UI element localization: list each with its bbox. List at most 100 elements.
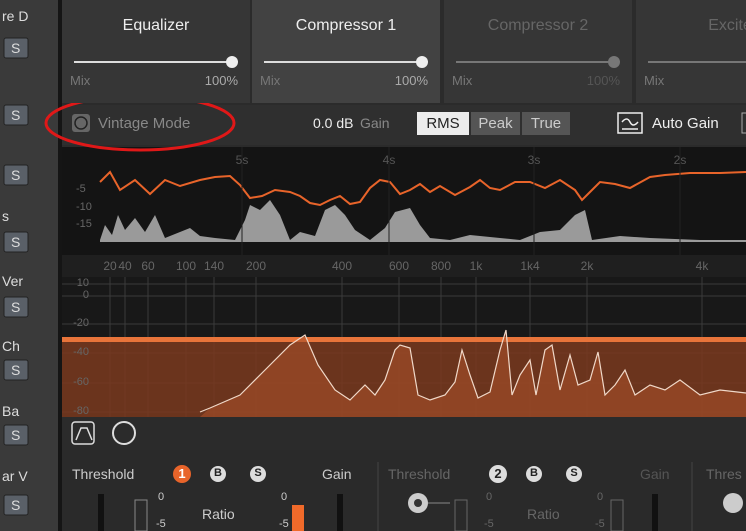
scale: 0 (158, 491, 165, 503)
freq-label: 800 (430, 259, 452, 273)
solo-button[interactable] (3, 164, 29, 186)
mix-label: Mix (452, 73, 473, 88)
mix-knob (226, 56, 238, 68)
mix-value: 100% (204, 73, 238, 88)
vintage-mode[interactable]: Vintage Mode (98, 115, 191, 132)
view-icon-glyph (75, 427, 93, 441)
tab-title[interactable]: Compressor 2 (487, 17, 589, 34)
freq-label: 600 (388, 259, 410, 273)
view-icon[interactable] (71, 421, 95, 445)
solo-label: S (11, 167, 21, 183)
mode-button[interactable] (417, 112, 469, 135)
gain-fader[interactable] (652, 494, 658, 531)
band-panel (62, 450, 746, 531)
band-number[interactable]: 1 (178, 466, 186, 481)
scale: 0 (281, 491, 288, 503)
mode-button[interactable] (522, 112, 570, 135)
spectrum-fill (62, 330, 746, 417)
mode-button[interactable] (471, 112, 520, 135)
mix-label: Mix (70, 73, 91, 88)
mode-label[interactable]: Peak (478, 115, 513, 132)
freq-label: 1k4 (520, 259, 540, 273)
mode-label[interactable]: True (530, 115, 562, 132)
spectrum-curve (199, 329, 746, 413)
freq-label: 400 (331, 259, 353, 273)
cut-button[interactable] (741, 112, 746, 134)
mix-value: 100% (394, 73, 428, 88)
gain-meter (610, 499, 624, 531)
solo-button[interactable] (3, 296, 29, 318)
scale: -5 (156, 518, 166, 530)
tab[interactable] (252, 0, 440, 103)
mode-label[interactable]: RMS (426, 115, 460, 132)
threshold-meter (454, 499, 468, 531)
tab-title[interactable]: Equalizer (122, 17, 190, 34)
band-number-bg (173, 465, 191, 483)
threshold-label: Threshold (72, 466, 135, 482)
freq-axis-bg (62, 255, 746, 277)
solo-button[interactable] (3, 359, 29, 381)
bypass[interactable]: B (214, 467, 222, 479)
scale: -5 (484, 518, 494, 530)
sidechain-icon[interactable] (112, 421, 136, 445)
solo-bg (250, 466, 266, 482)
freq-label: 100 (175, 259, 197, 273)
band-solo[interactable]: S (570, 467, 578, 479)
scale: 0 (597, 491, 604, 503)
band-solo[interactable]: S (254, 467, 262, 479)
auto-gain[interactable]: Auto Gain (652, 115, 719, 132)
track-name: Ver (2, 273, 24, 289)
level-label: -5 (76, 183, 86, 195)
tab[interactable] (444, 0, 632, 103)
solo-button[interactable] (3, 37, 29, 59)
tab[interactable] (62, 0, 250, 103)
scale: 0 (486, 491, 493, 503)
track-name: Ch (2, 338, 20, 354)
solo-label: S (11, 107, 21, 123)
bypass-bg (210, 466, 226, 482)
tab-title[interactable]: Compressor 1 (295, 17, 397, 34)
solo-label: S (11, 299, 21, 315)
gain-label: Gain (322, 466, 352, 482)
gain-fader[interactable] (337, 494, 343, 531)
threshold-label: Threshold (388, 466, 451, 482)
ratio-label: Ratio (527, 506, 560, 522)
tab-title[interactable]: Excite (708, 17, 746, 34)
solo-button[interactable] (3, 424, 29, 446)
freq-label: 4k (695, 259, 709, 273)
gain-value: 0.0 dB (313, 115, 354, 131)
track-name: Ba (2, 403, 20, 419)
threshold-fader[interactable] (98, 494, 104, 531)
band-number[interactable]: 2 (494, 466, 502, 481)
mix-knob (416, 56, 428, 68)
solo-label: S (11, 427, 21, 443)
tab[interactable] (636, 0, 746, 103)
level-label: -80 (73, 405, 89, 417)
gain-meter (292, 505, 304, 531)
threshold-knob[interactable] (723, 493, 743, 513)
track-strip (0, 0, 58, 531)
freq-label: 20 (103, 259, 117, 273)
separator (58, 0, 62, 531)
solo-button[interactable] (3, 494, 29, 516)
solo-label: S (11, 497, 21, 513)
mix-knob (608, 56, 620, 68)
freq-label: 1k (469, 259, 483, 273)
solo-label: S (11, 234, 21, 250)
level-label: 0 (82, 289, 89, 301)
solo-label: S (11, 40, 21, 56)
level-label: -10 (76, 201, 92, 213)
solo-button[interactable] (3, 104, 29, 126)
bypass[interactable]: B (530, 467, 538, 479)
auto-gain-icon[interactable] (617, 112, 643, 134)
band-number-bg (489, 465, 507, 483)
track-name: s (2, 208, 9, 224)
mix-value: 100% (586, 73, 620, 88)
time-label: 4s (382, 153, 396, 167)
solo-button[interactable] (3, 231, 29, 253)
mix-label: Mix (644, 73, 665, 88)
level-label: 10 (76, 277, 89, 289)
freq-label: 2k (580, 259, 594, 273)
